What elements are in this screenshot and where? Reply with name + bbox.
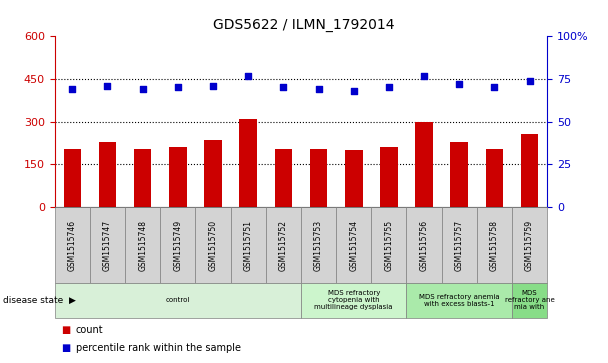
Text: GSM1515756: GSM1515756 bbox=[420, 220, 429, 270]
Text: GDS5622 / ILMN_1792014: GDS5622 / ILMN_1792014 bbox=[213, 18, 395, 32]
Point bbox=[525, 78, 534, 83]
Text: GSM1515747: GSM1515747 bbox=[103, 220, 112, 270]
Point bbox=[138, 86, 148, 92]
Text: GSM1515754: GSM1515754 bbox=[349, 220, 358, 270]
Point bbox=[314, 86, 323, 92]
Point bbox=[454, 81, 464, 87]
Text: GSM1515753: GSM1515753 bbox=[314, 220, 323, 270]
Text: GSM1515748: GSM1515748 bbox=[138, 220, 147, 270]
Point bbox=[67, 86, 77, 92]
Text: GSM1515750: GSM1515750 bbox=[209, 220, 218, 270]
Text: control: control bbox=[165, 297, 190, 303]
Bar bbox=[415, 122, 433, 207]
Text: GSM1515751: GSM1515751 bbox=[244, 220, 253, 270]
Bar bbox=[275, 148, 292, 207]
Text: GSM1515755: GSM1515755 bbox=[384, 220, 393, 270]
Text: ■: ■ bbox=[61, 343, 70, 354]
Point bbox=[208, 83, 218, 89]
Bar bbox=[169, 147, 187, 207]
Bar bbox=[309, 148, 327, 207]
Text: MDS refractory anemia
with excess blasts-1: MDS refractory anemia with excess blasts… bbox=[419, 294, 500, 307]
Text: GSM1515759: GSM1515759 bbox=[525, 220, 534, 270]
Text: GSM1515746: GSM1515746 bbox=[68, 220, 77, 270]
Point bbox=[384, 85, 394, 90]
Bar bbox=[63, 148, 81, 207]
Point bbox=[173, 85, 182, 90]
Point bbox=[278, 85, 288, 90]
Text: GSM1515749: GSM1515749 bbox=[173, 220, 182, 270]
Text: MDS refractory
cytopenia with
multilineage dysplasia: MDS refractory cytopenia with multilinea… bbox=[314, 290, 393, 310]
Text: count: count bbox=[76, 325, 103, 335]
Point bbox=[243, 73, 253, 78]
Bar bbox=[240, 119, 257, 207]
Text: percentile rank within the sample: percentile rank within the sample bbox=[76, 343, 241, 354]
Text: disease state  ▶: disease state ▶ bbox=[3, 296, 76, 305]
Bar bbox=[204, 140, 222, 207]
Text: GSM1515757: GSM1515757 bbox=[455, 220, 464, 270]
Bar bbox=[134, 148, 151, 207]
Point bbox=[103, 83, 112, 89]
Point bbox=[419, 73, 429, 78]
Text: ■: ■ bbox=[61, 325, 70, 335]
Text: GSM1515758: GSM1515758 bbox=[490, 220, 499, 270]
Text: MDS
refractory ane
mia with: MDS refractory ane mia with bbox=[505, 290, 554, 310]
Text: GSM1515752: GSM1515752 bbox=[279, 220, 288, 270]
Bar bbox=[521, 134, 539, 207]
Bar bbox=[380, 147, 398, 207]
Bar bbox=[345, 150, 362, 207]
Point bbox=[489, 85, 499, 90]
Bar bbox=[451, 142, 468, 207]
Point bbox=[349, 88, 359, 94]
Bar bbox=[486, 148, 503, 207]
Bar bbox=[98, 142, 116, 207]
